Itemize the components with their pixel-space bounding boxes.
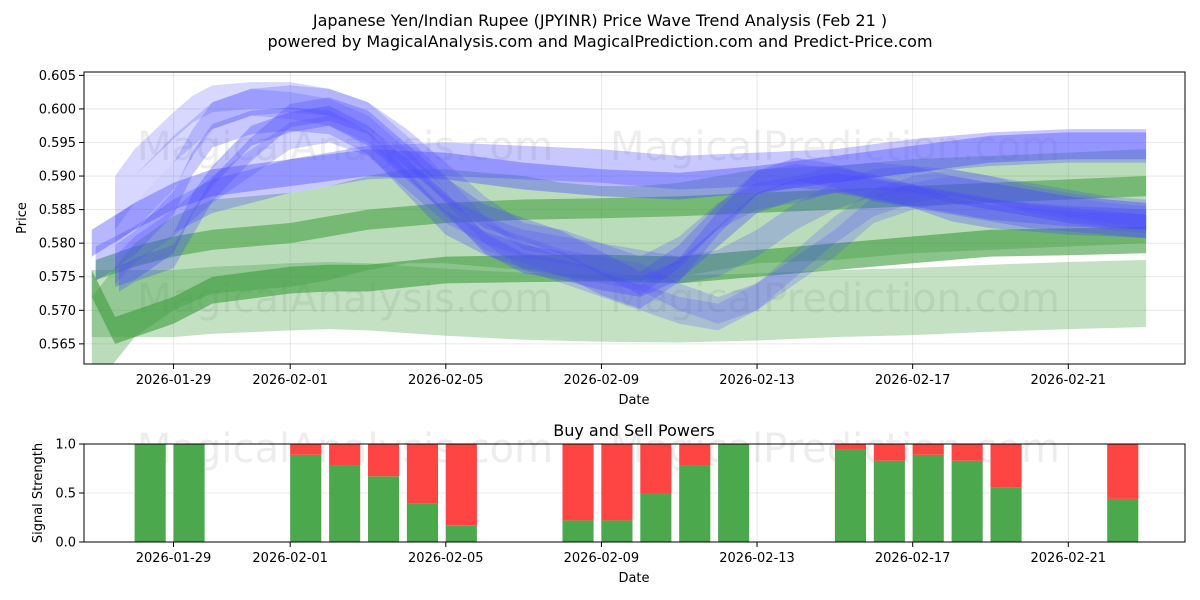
buy-bar bbox=[329, 465, 361, 542]
blue-band-8 bbox=[115, 115, 1147, 284]
sell-bar bbox=[329, 444, 361, 466]
sell-bar bbox=[601, 444, 633, 521]
sell-bar bbox=[679, 444, 711, 466]
signal-x-tick-label: 2026-01-29 bbox=[136, 551, 212, 566]
sell-bar bbox=[562, 444, 594, 521]
signal-x-tick-label: 2026-02-13 bbox=[719, 551, 795, 566]
blue-band-3 bbox=[115, 105, 1147, 297]
price-y-tick-label: 0.570 bbox=[39, 304, 76, 319]
sell-bar bbox=[445, 444, 477, 526]
green-band-2 bbox=[91, 226, 1147, 344]
price-x-axis-label: Date bbox=[618, 393, 649, 408]
sell-bar bbox=[951, 444, 983, 461]
buy-bar bbox=[679, 465, 711, 542]
sell-bar bbox=[290, 444, 322, 455]
price-x-tick-label: 2026-01-29 bbox=[136, 373, 212, 388]
price-y-axis-label: Price bbox=[15, 202, 30, 234]
price-watermarks: MagicalAnalysis.com MagicalPrediction.co… bbox=[137, 124, 1060, 322]
sell-bar bbox=[912, 444, 944, 455]
buy-bar bbox=[601, 520, 633, 542]
blue-band-5 bbox=[115, 85, 1147, 284]
sell-bar bbox=[406, 444, 438, 504]
signal-y-tick-label: 0.0 bbox=[55, 536, 76, 551]
signal-x-tick-label: 2026-02-21 bbox=[1031, 551, 1107, 566]
blue-band-9 bbox=[119, 97, 1147, 296]
buy-bar bbox=[718, 444, 750, 542]
signal-x-tick-label: 2026-02-09 bbox=[564, 551, 640, 566]
watermark-analysis-upper: MagicalAnalysis.com bbox=[137, 124, 553, 170]
signal-x-tick-label: 2026-02-05 bbox=[408, 551, 484, 566]
price-chart-panel: MagicalAnalysis.com MagicalPrediction.co… bbox=[15, 69, 1186, 408]
sell-bar bbox=[640, 444, 672, 493]
signal-chart-title: Buy and Sell Powers bbox=[553, 421, 715, 440]
price-wave-bands bbox=[91, 82, 1147, 364]
sell-bar bbox=[368, 444, 400, 477]
signal-y-ticks: 0.0 0.5 1.0 bbox=[55, 438, 84, 551]
price-x-tick-label: 2026-02-01 bbox=[252, 373, 328, 388]
price-x-tick-label: 2026-02-17 bbox=[875, 373, 951, 388]
sell-bar bbox=[990, 444, 1022, 488]
price-y-ticks: 0.565 0.570 0.575 0.580 0.585 0.590 0.595 0.600… bbox=[39, 69, 84, 352]
buy-bar bbox=[173, 444, 205, 542]
signal-x-tick-label: 2026-02-17 bbox=[875, 551, 951, 566]
signal-x-ticks: 2026-01-29 2026-02-01 2026-02-05 2026-02-09… bbox=[136, 542, 1106, 566]
price-x-ticks: 2026-01-29 2026-02-01 2026-02-05 2026-02-09… bbox=[136, 364, 1106, 388]
signal-bars bbox=[134, 444, 1139, 542]
price-axes-frame bbox=[83, 71, 1186, 365]
watermark-prediction-upper: MagicalPrediction.com bbox=[610, 124, 1060, 170]
green-band-4 bbox=[95, 176, 1147, 281]
buy-bar bbox=[368, 476, 400, 542]
signal-y-tick-label: 0.5 bbox=[55, 487, 76, 502]
price-y-tick-label: 0.605 bbox=[39, 69, 76, 84]
buy-bar bbox=[290, 454, 322, 542]
price-y-tick-label: 0.565 bbox=[39, 337, 76, 352]
price-y-tick-label: 0.590 bbox=[39, 170, 76, 185]
price-y-tick-label: 0.600 bbox=[39, 102, 76, 117]
price-y-tick-label: 0.575 bbox=[39, 270, 76, 285]
blue-band-6 bbox=[115, 82, 1147, 331]
blue-band-1 bbox=[91, 132, 1147, 257]
buy-bar bbox=[640, 493, 672, 542]
blue-band-7 bbox=[115, 88, 1147, 324]
buy-bar bbox=[873, 460, 905, 542]
signal-y-tick-label: 1.0 bbox=[55, 438, 76, 453]
signal-x-tick-label: 2026-02-01 bbox=[252, 551, 328, 566]
sell-bar bbox=[1107, 444, 1139, 499]
buy-bar bbox=[406, 503, 438, 542]
price-y-tick-label: 0.580 bbox=[39, 237, 76, 252]
buy-bar bbox=[445, 525, 477, 542]
blue-band-4 bbox=[115, 107, 1147, 309]
price-x-tick-label: 2026-02-09 bbox=[564, 373, 640, 388]
buy-bar bbox=[134, 444, 166, 542]
chart-title-line2: powered by MagicalAnalysis.com and Magic… bbox=[267, 32, 932, 51]
sell-bar bbox=[873, 444, 905, 461]
blue-band-2 bbox=[95, 129, 1147, 281]
signal-chart-panel: Buy and Sell Powers MagicalAnalysis.com … bbox=[31, 421, 1186, 586]
buy-bar bbox=[834, 449, 866, 542]
signal-x-axis-label: Date bbox=[618, 571, 649, 586]
buy-bar bbox=[951, 460, 983, 542]
price-x-tick-label: 2026-02-13 bbox=[719, 373, 795, 388]
buy-bar bbox=[562, 520, 594, 542]
price-y-tick-label: 0.585 bbox=[39, 203, 76, 218]
price-x-tick-label: 2026-02-21 bbox=[1031, 373, 1107, 388]
price-x-tick-label: 2026-02-05 bbox=[408, 373, 484, 388]
watermark-prediction-lower: MagicalPrediction.com bbox=[610, 276, 1060, 322]
chart-title-line1: Japanese Yen/Indian Rupee (JPYINR) Price… bbox=[312, 11, 887, 30]
buy-bar bbox=[990, 487, 1022, 542]
buy-bar bbox=[1107, 498, 1139, 542]
signal-y-axis-label: Signal Strength bbox=[31, 443, 46, 543]
sell-bar bbox=[834, 444, 866, 450]
price-y-tick-label: 0.595 bbox=[39, 136, 76, 151]
buy-bar bbox=[912, 454, 944, 542]
